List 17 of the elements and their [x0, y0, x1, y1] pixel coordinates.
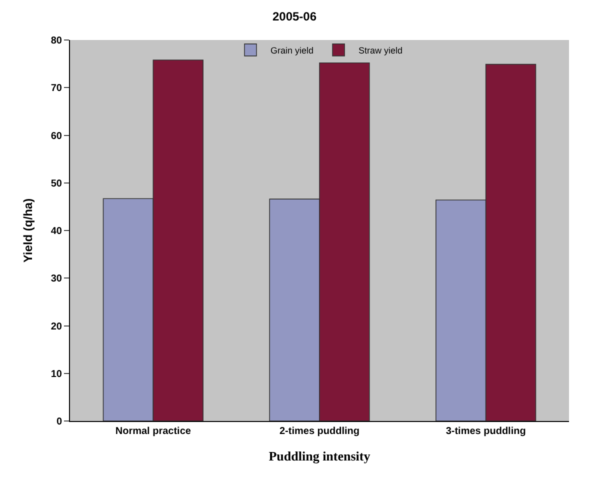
chart-title: 2005-06 — [272, 10, 317, 24]
y-tick-label: 30 — [50, 274, 62, 285]
y-tick-label: 0 — [56, 416, 62, 428]
legend-label: Grain yield — [270, 45, 314, 56]
x-tick-label: 2-times puddling — [280, 426, 360, 437]
y-tick-label: 10 — [50, 368, 62, 380]
y-tick-label: 50 — [50, 178, 62, 190]
y-tick-label: 60 — [50, 130, 62, 142]
x-tick-label: Normal practice — [115, 426, 192, 437]
y-tick-label: 20 — [50, 321, 62, 332]
x-axis-title: Puddling intensity — [268, 448, 371, 464]
y-tick-label: 40 — [50, 226, 62, 237]
y-tick-label: 80 — [50, 36, 62, 46]
y-tick-label: 70 — [50, 83, 62, 94]
x-tick-label: 3-times puddling — [446, 426, 526, 437]
legend-label: Straw yield — [358, 45, 403, 56]
y-axis-title: Yield (q/ha) — [21, 198, 36, 263]
